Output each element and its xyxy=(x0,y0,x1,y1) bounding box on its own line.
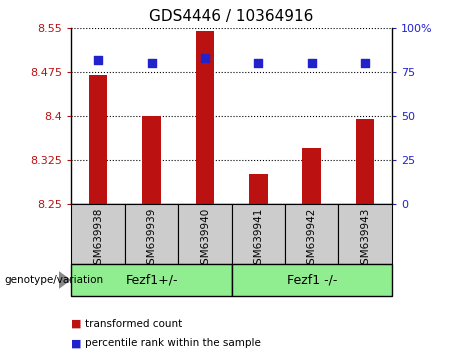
Text: genotype/variation: genotype/variation xyxy=(5,275,104,285)
Point xyxy=(201,55,209,61)
Text: percentile rank within the sample: percentile rank within the sample xyxy=(85,338,261,348)
Point xyxy=(148,61,155,66)
Bar xyxy=(231,264,392,296)
Text: GSM639939: GSM639939 xyxy=(147,208,157,271)
Text: ■: ■ xyxy=(71,338,82,348)
Point xyxy=(361,61,369,66)
Text: Fezf1 -/-: Fezf1 -/- xyxy=(287,274,337,286)
Bar xyxy=(285,204,338,264)
Text: GSM639942: GSM639942 xyxy=(307,208,317,271)
Point xyxy=(308,61,315,66)
Text: ■: ■ xyxy=(71,319,82,329)
Text: GSM639940: GSM639940 xyxy=(200,208,210,271)
Bar xyxy=(71,204,125,264)
Bar xyxy=(125,204,178,264)
Bar xyxy=(71,264,231,296)
Text: GSM639943: GSM639943 xyxy=(360,208,370,271)
Bar xyxy=(356,119,374,204)
Text: GSM639938: GSM639938 xyxy=(93,208,103,271)
Bar xyxy=(231,204,285,264)
Text: GSM639941: GSM639941 xyxy=(254,208,263,271)
Point xyxy=(254,61,262,66)
Text: transformed count: transformed count xyxy=(85,319,183,329)
Bar xyxy=(302,148,321,204)
Bar xyxy=(89,75,107,204)
Title: GDS4446 / 10364916: GDS4446 / 10364916 xyxy=(149,9,314,24)
Text: Fezf1+/-: Fezf1+/- xyxy=(125,274,178,286)
Point xyxy=(95,57,102,63)
Bar xyxy=(178,204,231,264)
Bar xyxy=(195,31,214,204)
Bar xyxy=(142,116,161,204)
Bar xyxy=(338,204,392,264)
Polygon shape xyxy=(59,272,70,288)
Bar xyxy=(249,174,268,204)
